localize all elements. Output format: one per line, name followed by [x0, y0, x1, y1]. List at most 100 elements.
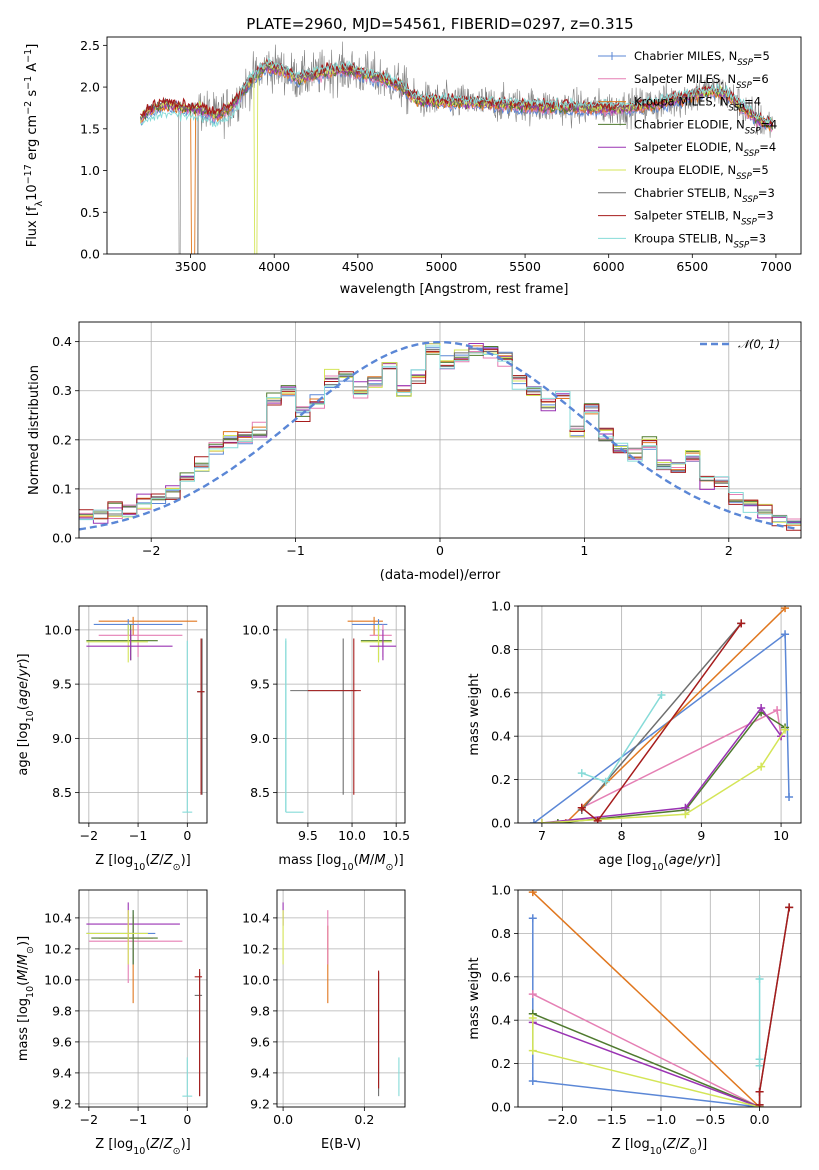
axes-frame — [78, 605, 208, 824]
normal-distribution-curve — [79, 341, 799, 531]
weight-point-marker — [529, 819, 538, 823]
plot-area — [282, 902, 400, 1097]
legend-entry: Chabrier STELIB, NSSP=3 — [634, 186, 775, 205]
y-tick-label: 9.8 — [52, 1003, 72, 1018]
model-spectrum-line — [140, 62, 774, 130]
spectrum-panel: 3500 4000 4500 5000 5500 6000 6500 7000 0.0 0.5 1.… — [23, 36, 802, 297]
weight-series-line — [532, 1013, 760, 1107]
x-axis-label: (data-model)/error — [380, 568, 501, 583]
mass-vs-metallicity-panel: −2 −1 0 9.2 9.4 9.6 9.8 10.0 10.2 10.4 Z [log10(Z/… — [16, 889, 208, 1157]
y-tick-label: 1.0 — [80, 163, 100, 178]
x-tick-label: −1 — [286, 543, 304, 558]
weight-point-marker — [528, 1076, 537, 1085]
weight-point-marker — [757, 703, 766, 712]
figure-title: PLATE=2960, MJD=54561, FIBERID=0297, z=0… — [246, 15, 633, 33]
weight-point-marker — [657, 690, 666, 699]
weight-point-marker — [785, 792, 794, 801]
x-axis-label: Z [log10(Z/Z⊙)] — [612, 1137, 707, 1157]
legend-sub: SSP — [737, 58, 753, 68]
plot-area — [285, 616, 397, 813]
y-tick-label: 10.2 — [242, 941, 270, 956]
x-axis-label: wavelength [Angstrom, rest frame] — [340, 282, 569, 297]
weight-point-marker — [773, 706, 782, 715]
legend-sub: SSP — [745, 126, 761, 136]
legend-suffix: =5 — [752, 163, 769, 177]
x-tick-label: −1.5 — [596, 1112, 626, 1127]
y-tick-label: 1.0 — [491, 883, 511, 898]
weight-point-marker — [681, 810, 690, 819]
y-tick-label: 9.2 — [250, 1096, 270, 1111]
x-tick-label: 7000 — [760, 259, 792, 274]
weight-point-marker — [528, 1046, 537, 1055]
weight-series-line — [565, 607, 786, 823]
y-tick-label: 0.2 — [52, 432, 72, 447]
residual-histogram-panel: −2 −1 0 1 2 0.0 0.1 0.2 0.3 0.4 𝒩(0, 1) (data-model… — [27, 321, 802, 583]
x-tick-label: 0 — [183, 828, 191, 843]
weight-point-marker — [755, 974, 764, 983]
weight-point-marker — [528, 1014, 537, 1023]
legend-suffix: =6 — [752, 72, 769, 86]
y-tick-label: 0.0 — [491, 1100, 511, 1115]
x-tick-label: 10.5 — [382, 828, 410, 843]
legend-entry: Kroupa STELIB, NSSP=3 — [634, 231, 766, 250]
y-tick-label: 0.0 — [80, 247, 100, 262]
weight-point-marker — [553, 819, 562, 823]
x-tick-label: 9 — [697, 828, 705, 843]
y-tick-label: 10.0 — [242, 622, 270, 637]
weight-point-marker — [601, 777, 610, 786]
legend-suffix: =3 — [757, 209, 774, 223]
y-tick-label: 0.6 — [491, 685, 511, 700]
y-tick-label: 0.2 — [491, 1056, 511, 1071]
legend-entry: Salpeter ELODIE, NSSP=4 — [634, 140, 776, 159]
y-tick-label: 10.0 — [242, 972, 270, 987]
x-tick-label: 7 — [538, 828, 546, 843]
plot-area — [528, 890, 794, 1107]
x-tick-label: 10.0 — [338, 828, 366, 843]
observed-spectrum-line — [140, 41, 773, 254]
legend-suffix: =5 — [753, 49, 770, 63]
y-tick-label: 9.6 — [250, 1034, 270, 1049]
y-tick-label: 0.5 — [80, 205, 100, 220]
legend-sub: SSP — [742, 195, 758, 205]
y-axis-label: mass [log10(M/M⊙)] — [16, 936, 36, 1061]
legend-suffix: =3 — [749, 231, 766, 245]
legend-label: Chabrier ELODIE, N — [634, 117, 745, 131]
plot-area — [86, 902, 203, 1097]
x-tick-label: 0 — [183, 1112, 191, 1127]
y-tick-label: 0.1 — [52, 481, 72, 496]
x-axis-label: Z [log10(Z/Z⊙)] — [95, 1137, 190, 1157]
mass-vs-extinction-panel: 0.0 0.2 9.2 9.4 9.6 9.8 10.0 10.2 10.4 E(B-V) — [242, 889, 406, 1152]
weight-point-marker — [528, 914, 537, 923]
legend-sub: SSP — [744, 149, 760, 159]
y-tick-label: 8.5 — [250, 785, 270, 800]
x-tick-label: 0 — [436, 543, 444, 558]
legend-suffix: =4 — [744, 95, 761, 109]
y-tick-label: 0.6 — [491, 969, 511, 984]
y-axis-label: mass weight — [467, 957, 482, 1039]
y-tick-label: 9.5 — [52, 677, 72, 692]
weight-series-line — [541, 729, 786, 823]
y-tick-label: 0.8 — [491, 642, 511, 657]
y-tick-label: 0.8 — [491, 926, 511, 941]
x-tick-label: 4500 — [342, 259, 374, 274]
legend-suffix: =4 — [759, 140, 776, 154]
weight-point-marker — [781, 725, 790, 734]
legend-entry: Kroupa ELODIE, NSSP=5 — [634, 163, 769, 182]
x-axis-label: mass [log10(M/M⊙)] — [278, 853, 403, 873]
legend-entry: Chabrier MILES, NSSP=5 — [634, 49, 770, 68]
weight-point-marker — [781, 606, 790, 613]
y-axis-label: Normed distribution — [27, 365, 42, 495]
x-tick-label: 8 — [618, 828, 626, 843]
weight-series-line — [581, 622, 742, 822]
weight-series-line — [532, 1021, 760, 1107]
legend-label: Kroupa ELODIE, N — [634, 163, 736, 177]
y-tick-label: 10.0 — [44, 972, 72, 987]
y-tick-label: 9.6 — [52, 1034, 72, 1049]
model-spectrum-line — [140, 57, 773, 128]
x-tick-label: 9.5 — [298, 828, 318, 843]
plot-area — [79, 341, 801, 531]
y-tick-label: 2.0 — [80, 80, 100, 95]
axes-frame — [276, 605, 406, 824]
axes-frame — [517, 605, 802, 824]
axes-frame — [106, 36, 802, 255]
